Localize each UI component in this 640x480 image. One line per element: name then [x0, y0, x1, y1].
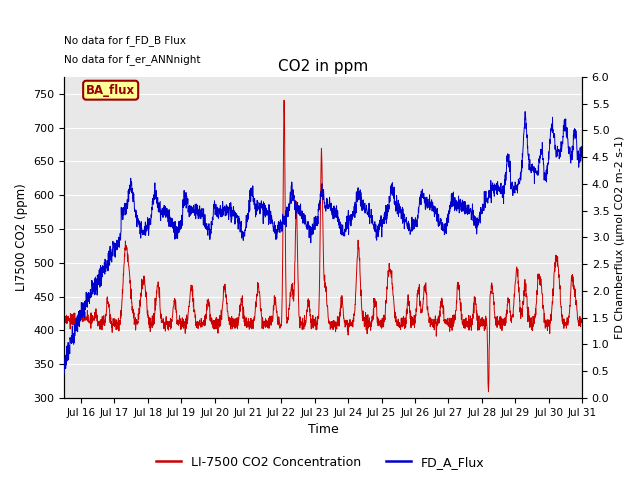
Text: No data for f_er_ANNnight: No data for f_er_ANNnight	[65, 54, 201, 65]
Title: CO2 in ppm: CO2 in ppm	[278, 59, 368, 74]
Text: No data for f_FD_B Flux: No data for f_FD_B Flux	[65, 35, 186, 46]
Y-axis label: LI7500 CO2 (ppm): LI7500 CO2 (ppm)	[15, 183, 28, 291]
X-axis label: Time: Time	[308, 423, 339, 436]
Legend: LI-7500 CO2 Concentration, FD_A_Flux: LI-7500 CO2 Concentration, FD_A_Flux	[150, 451, 490, 474]
Text: BA_flux: BA_flux	[86, 84, 135, 96]
Y-axis label: FD Chamberflux (μmol CO2 m-2 s-1): FD Chamberflux (μmol CO2 m-2 s-1)	[615, 136, 625, 339]
